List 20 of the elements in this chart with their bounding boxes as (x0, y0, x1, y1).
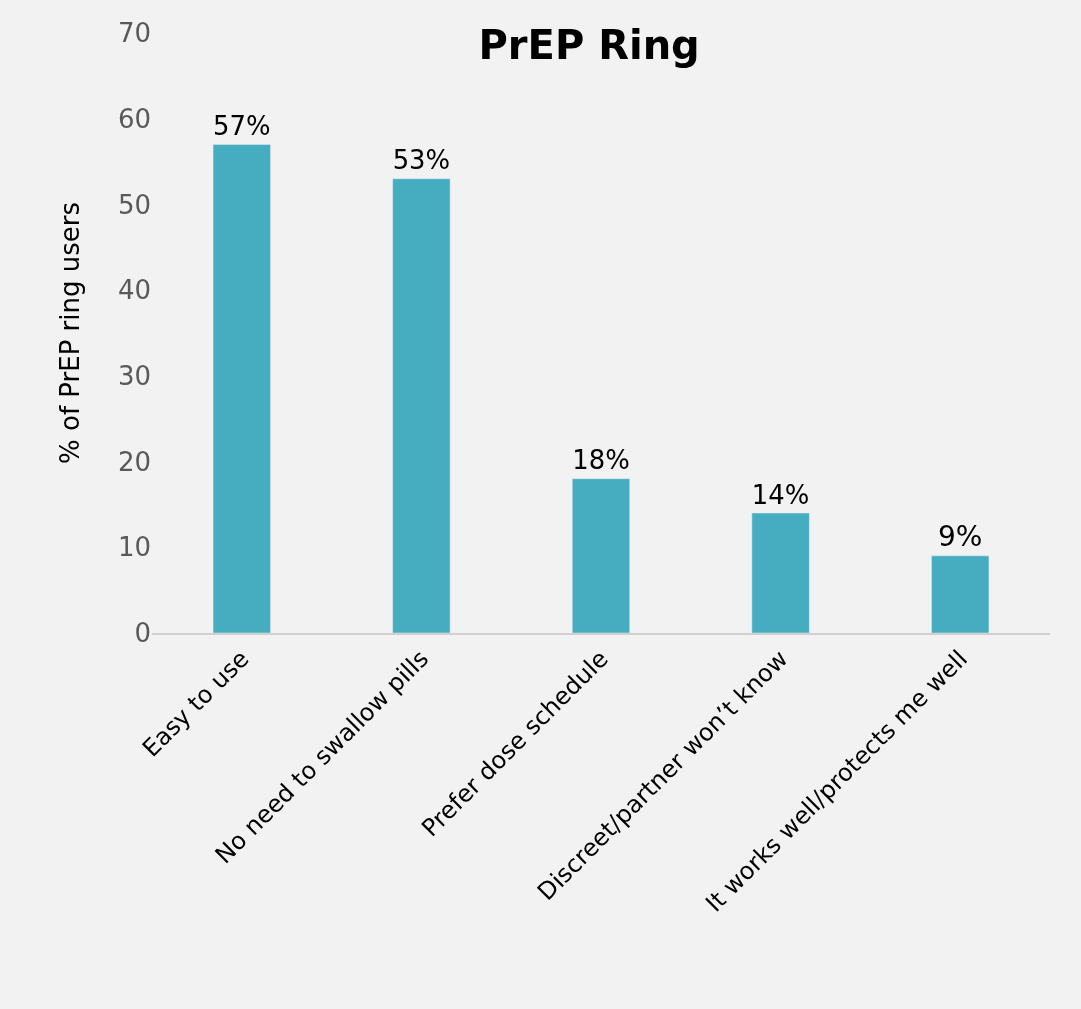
y-tick-label: 70 (117, 18, 151, 49)
bar (572, 478, 630, 633)
data-label: 14% (751, 479, 810, 510)
bar (212, 144, 271, 633)
data-label: 9% (937, 519, 983, 553)
chart-title: PrEP Ring (478, 22, 700, 69)
y-tick-label: 20 (117, 446, 151, 477)
y-tick-label: 60 (117, 103, 151, 134)
data-label: 53% (392, 145, 451, 176)
y-tick-label: 30 (117, 360, 151, 391)
bar (931, 555, 990, 633)
y-tick-label: 10 (117, 532, 151, 563)
y-tick-label: 50 (117, 189, 151, 220)
y-tick-label: 40 (117, 275, 151, 306)
y-tick-label: 0 (134, 618, 151, 649)
bar (392, 178, 451, 633)
bar (751, 512, 810, 633)
data-label: 18% (572, 445, 630, 476)
data-label: 57% (213, 110, 271, 141)
y-axis-title: % of PrEP ring users (55, 202, 86, 464)
